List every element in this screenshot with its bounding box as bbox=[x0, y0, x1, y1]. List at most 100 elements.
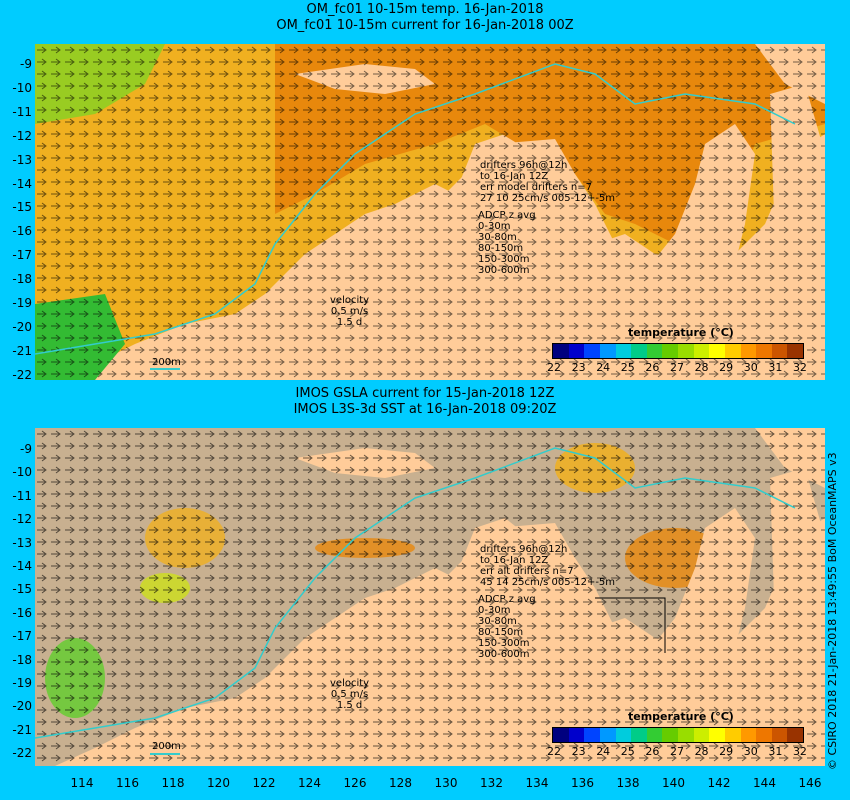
bottom-colorbar-ticks: 22 23 24 25 26 27 28 29 30 31 32 bbox=[547, 745, 807, 758]
colorbar-swatch bbox=[646, 728, 663, 742]
colorbar-swatch bbox=[756, 344, 772, 358]
top-title-line2: OM_fc01 10-15m current for 16-Jan-2018 0… bbox=[276, 18, 574, 33]
colorbar-tick: 22 bbox=[547, 745, 561, 758]
colorbar-tick: 26 bbox=[645, 745, 660, 758]
colorbar-swatch bbox=[646, 344, 663, 358]
lat-tick-label: -15 bbox=[12, 200, 32, 215]
bottom-isobath-label: 200m bbox=[152, 741, 181, 752]
top-map[interactable] bbox=[35, 44, 825, 380]
lon-tick-label: 132 bbox=[480, 776, 503, 790]
lat-tick-label: -21 bbox=[12, 343, 32, 358]
lon-tick-label: 140 bbox=[662, 776, 685, 790]
colorbar-swatch bbox=[756, 728, 772, 742]
colorbar-tick: 30 bbox=[743, 745, 758, 758]
lon-tick-label: 142 bbox=[707, 776, 731, 790]
colorbar-tick: 32 bbox=[792, 361, 807, 374]
colorbar-swatch bbox=[709, 728, 725, 742]
lat-tick-label: -12 bbox=[12, 128, 32, 143]
colorbar-swatch bbox=[553, 728, 569, 742]
colorbar-swatch bbox=[584, 728, 600, 742]
colorbar-swatch bbox=[568, 344, 585, 358]
bottom-adcp-legend: ADCP z avg 0-30m 30-80m 80-150m 150-300m 300… bbox=[478, 594, 536, 660]
colorbar-tick: 30 bbox=[743, 361, 758, 374]
top-adcp-legend: ADCP z avg 0-30m 30-80m 80-150m 150-300m 300… bbox=[478, 210, 536, 276]
colorbar-tick: 27 bbox=[669, 745, 684, 758]
lat-tick-label: -17 bbox=[12, 629, 32, 644]
bottom-map[interactable] bbox=[35, 428, 825, 766]
colorbar-tick: 28 bbox=[694, 745, 709, 758]
colorbar-swatch bbox=[631, 728, 647, 742]
lon-tick-label: 128 bbox=[389, 776, 412, 790]
colorbar-swatch bbox=[709, 344, 725, 358]
colorbar-swatch bbox=[740, 728, 757, 742]
lon-tick-label: 120 bbox=[207, 776, 230, 790]
colorbar-tick: 29 bbox=[719, 745, 734, 758]
bottom-colorbar-title: temperature (°C) bbox=[628, 710, 734, 723]
credit-text: © CSIRO 2018 21-Jan-2018 13:49:55 BoM Oc… bbox=[826, 452, 839, 770]
lon-tick-label: 118 bbox=[161, 776, 185, 790]
colorbar-swatch bbox=[615, 728, 632, 742]
colorbar-tick: 23 bbox=[571, 745, 586, 758]
bottom-map-canvas bbox=[35, 428, 825, 766]
lat-tick-label: -14 bbox=[12, 176, 32, 191]
top-velocity-key: velocity 0.5 m/s 1.5 d bbox=[330, 295, 370, 328]
lat-tick-label: -9 bbox=[20, 57, 32, 71]
top-colorbar bbox=[552, 343, 804, 359]
colorbar-swatch bbox=[678, 728, 694, 742]
lat-tick-label: -15 bbox=[12, 582, 32, 597]
colorbar-tick: 27 bbox=[669, 361, 684, 374]
lon-tick-label: 124 bbox=[298, 776, 321, 790]
lat-tick-label: -22 bbox=[12, 367, 32, 382]
colorbar-tick: 31 bbox=[768, 745, 783, 758]
lat-tick-label: -11 bbox=[12, 104, 32, 119]
colorbar-swatch bbox=[599, 344, 616, 358]
colorbar-swatch bbox=[631, 344, 647, 358]
colorbar-tick: 26 bbox=[645, 361, 660, 374]
lon-tick-label: 144 bbox=[753, 776, 776, 790]
colorbar-tick: 32 bbox=[792, 745, 807, 758]
colorbar-swatch bbox=[771, 344, 788, 358]
colorbar-tick: 25 bbox=[620, 745, 635, 758]
colorbar-tick: 22 bbox=[547, 361, 561, 374]
bottom-title-line1: IMOS GSLA current for 15-Jan-2018 12Z bbox=[295, 386, 555, 401]
bottom-title-line2: IMOS L3S-3d SST at 16-Jan-2018 09:20Z bbox=[293, 402, 557, 417]
colorbar-swatch bbox=[678, 344, 694, 358]
colorbar-swatch bbox=[787, 344, 803, 358]
lon-tick-label: 126 bbox=[343, 776, 367, 790]
colorbar-tick: 23 bbox=[571, 361, 586, 374]
colorbar-swatch bbox=[662, 728, 678, 742]
top-map-canvas bbox=[35, 44, 825, 380]
colorbar-swatch bbox=[599, 728, 616, 742]
top-colorbar-ticks: 22 23 24 25 26 27 28 29 30 31 32 bbox=[547, 361, 807, 374]
colorbar-swatch bbox=[693, 344, 710, 358]
colorbar-swatch bbox=[771, 728, 788, 742]
top-drifters-note: drifters 96h@12h to 16-Jan 12Z err model d… bbox=[480, 160, 616, 204]
colorbar-swatch bbox=[553, 344, 569, 358]
lat-tick-label: -13 bbox=[12, 535, 32, 550]
colorbar-tick: 25 bbox=[620, 361, 635, 374]
current-vectors bbox=[35, 428, 825, 766]
lat-tick-label: -16 bbox=[12, 224, 32, 239]
lat-tick-label: -20 bbox=[12, 699, 32, 714]
current-vectors bbox=[35, 44, 825, 380]
lat-tick-label: -17 bbox=[12, 248, 32, 263]
lat-tick-label: -18 bbox=[12, 652, 32, 667]
colorbar-swatch bbox=[662, 344, 678, 358]
lat-tick-label: -10 bbox=[12, 465, 32, 480]
isobath-line bbox=[35, 447, 796, 739]
lon-tick-label: 146 bbox=[798, 776, 822, 790]
lat-tick-label: -18 bbox=[12, 272, 32, 287]
lat-tick-label: -14 bbox=[12, 559, 32, 573]
region-box bbox=[595, 597, 666, 653]
colorbar-tick: 31 bbox=[768, 361, 783, 374]
lat-tick-label: -20 bbox=[12, 319, 32, 334]
colorbar-swatch bbox=[584, 344, 600, 358]
top-colorbar-title: temperature (°C) bbox=[628, 326, 734, 339]
colorbar-tick: 24 bbox=[596, 745, 611, 758]
lat-tick-label: -22 bbox=[12, 746, 32, 761]
lat-tick-label: -16 bbox=[12, 605, 32, 620]
colorbar-swatch bbox=[568, 728, 585, 742]
lat-tick-label: -21 bbox=[12, 722, 32, 737]
colorbar-swatch bbox=[615, 344, 632, 358]
lon-tick-label: 130 bbox=[434, 776, 458, 790]
